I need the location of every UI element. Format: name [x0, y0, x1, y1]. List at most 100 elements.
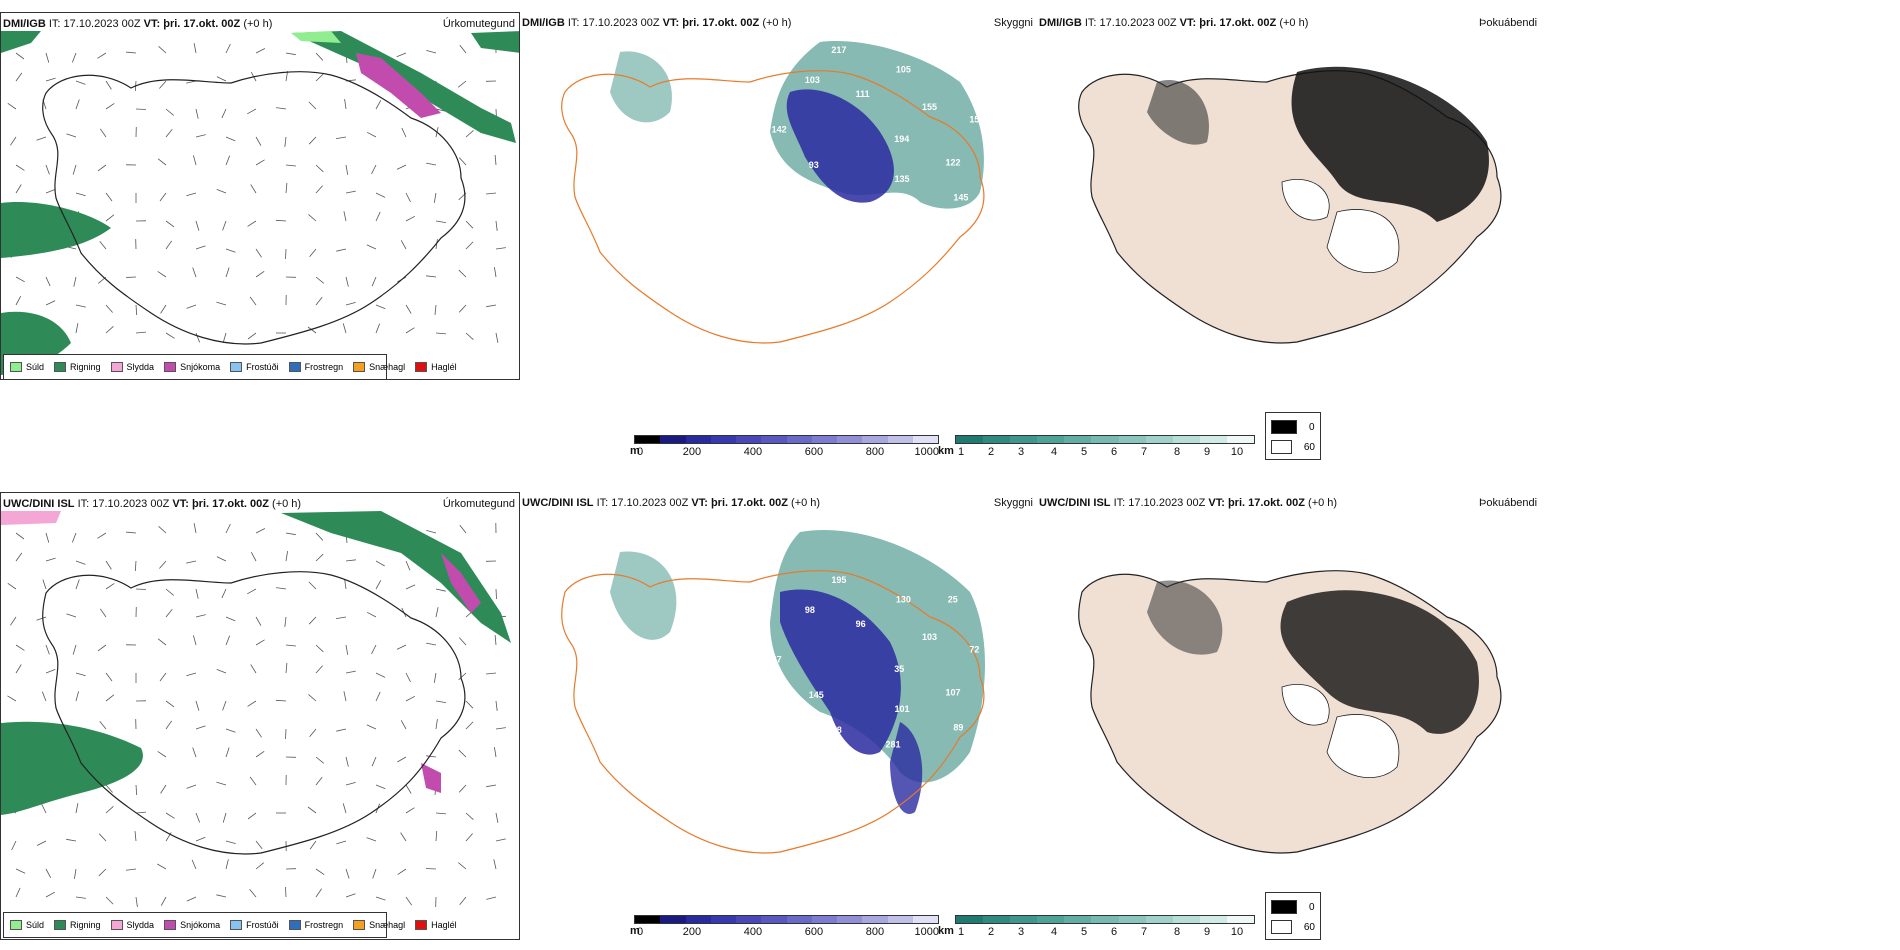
wind-barb	[105, 326, 114, 334]
wind-barb	[486, 896, 497, 900]
wind-barb	[195, 836, 206, 842]
wind-barb	[165, 128, 173, 138]
rain-area	[471, 31, 519, 53]
legend-item-freezing-rain: Frostregn	[288, 920, 343, 930]
wind-barb	[494, 747, 497, 758]
wind-barb	[247, 332, 257, 340]
wind-barb	[345, 302, 356, 306]
cloud-base-value: 25	[948, 594, 958, 604]
wind-barb	[285, 551, 288, 562]
wind-barb	[225, 635, 231, 646]
wind-barb	[426, 755, 437, 758]
cloud-base-value: 107	[946, 688, 961, 698]
wind-barb	[225, 523, 231, 534]
wind-barb	[276, 587, 287, 590]
cloud-base-value: 152	[948, 64, 963, 74]
rain-area	[1, 202, 111, 375]
wind-barb	[157, 271, 167, 278]
wind-barb	[225, 616, 236, 622]
wind-barb	[458, 672, 467, 681]
wind-barb	[99, 240, 107, 250]
wind-barb	[159, 192, 167, 202]
legend-item-rain: Rigning	[54, 362, 101, 372]
fog-index-panel-top: DMI/IGB IT: 17.10.2023 00Z VT: þri. 17.o…	[1037, 12, 1900, 380]
wind-barb	[375, 896, 386, 901]
wind-barb	[75, 80, 86, 85]
panel-title: Skyggni	[993, 17, 1033, 29]
wind-barb	[494, 154, 497, 166]
cloud-base-unit: m	[630, 445, 640, 457]
cloud-base-value: 4	[695, 103, 700, 113]
cloud-base-value: 135	[895, 174, 910, 184]
wind-barb	[72, 644, 77, 655]
wind-barb	[309, 728, 317, 737]
wind-barb	[459, 157, 467, 166]
wind-barb	[309, 840, 317, 850]
wind-barb	[315, 185, 323, 194]
wind-barb	[135, 588, 147, 590]
legend-item-freezing-drizzle: Frostúði	[230, 362, 279, 372]
wind-barb	[45, 532, 50, 543]
iceland-outline	[561, 570, 985, 854]
wind-barb	[72, 532, 77, 543]
wind-barb	[307, 806, 317, 814]
wind-barb	[465, 241, 474, 250]
wind-barb	[345, 559, 356, 562]
wind-barb	[193, 635, 197, 646]
wind-barb	[342, 323, 347, 334]
panel-title: Úrkomutegund	[442, 18, 515, 30]
visibility-colorbar-gradient	[955, 435, 1255, 444]
wind-barb	[459, 524, 467, 534]
wind-barb	[276, 107, 287, 110]
wind-barb	[45, 868, 52, 878]
wind-barb	[486, 784, 497, 788]
wind-barb	[249, 776, 257, 786]
legend-item-hail: Haglél	[415, 362, 457, 372]
wind-barb	[371, 756, 377, 767]
wind-barb	[45, 669, 56, 674]
wind-barb	[105, 896, 114, 905]
wind-barb	[186, 192, 197, 197]
wind-barb	[75, 323, 79, 334]
wind-barb	[345, 782, 356, 786]
wind-barb	[99, 720, 107, 730]
wind-barb	[159, 560, 167, 569]
wind-barb	[195, 812, 200, 823]
cloud-base-value: 145	[953, 193, 968, 203]
wind-barb	[426, 642, 437, 646]
wind-barb	[458, 749, 467, 758]
wind-barb	[255, 750, 265, 758]
valid-time: þri. 17.okt. 00Z	[191, 498, 269, 510]
wind-barb	[285, 644, 296, 647]
wind-barb	[105, 560, 112, 570]
wind-barb	[216, 781, 227, 786]
precip-legend: Súld Rigning Slydda Snjókoma Frostúði Fr…	[3, 912, 457, 938]
wind-barb	[405, 584, 416, 590]
wind-barb	[284, 616, 287, 627]
wind-barb	[315, 644, 324, 653]
fog-legend: 0 60	[1265, 892, 1321, 940]
wind-barb	[285, 662, 288, 674]
cloud-base-value: 115	[747, 94, 762, 104]
wind-barb	[250, 552, 257, 562]
wind-barb	[99, 128, 107, 138]
cloud-base-value: 91	[886, 210, 896, 220]
legend-item-hail: Haglél	[415, 920, 457, 930]
glacier	[1281, 684, 1330, 726]
visibility-unit: km	[938, 445, 954, 457]
wind-barb	[366, 724, 377, 730]
wind-barb	[495, 812, 499, 823]
wind-barb	[97, 644, 107, 652]
wind-barb	[396, 164, 407, 170]
cloud-base-value: 380	[727, 196, 742, 206]
fog-legend-item: 60	[1271, 437, 1315, 457]
wind-barb	[45, 77, 56, 82]
wind-barb	[225, 267, 230, 278]
wind-barb	[308, 694, 317, 702]
snow-area	[421, 763, 441, 793]
wind-barb	[45, 644, 50, 655]
wind-barb	[10, 616, 17, 626]
wind-barb	[308, 101, 317, 110]
wind-barb	[495, 838, 506, 842]
wind-barb	[435, 719, 438, 730]
